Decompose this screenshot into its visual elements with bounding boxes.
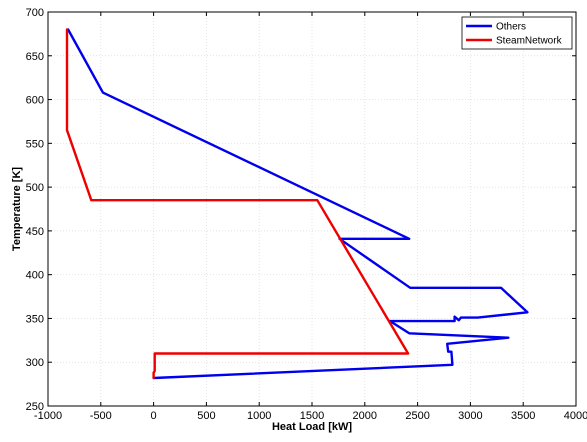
y-tick-label: 550 — [26, 138, 44, 150]
x-tick-label: 1000 — [247, 410, 271, 422]
y-tick-label: 400 — [26, 270, 44, 282]
x-tick-label: 0 — [151, 410, 157, 422]
series-line-others — [66, 28, 529, 380]
x-tick-label: 1500 — [300, 410, 324, 422]
y-tick-label: 650 — [26, 51, 44, 63]
x-tick-label: 4000 — [564, 410, 587, 422]
y-tick-label: 250 — [26, 401, 44, 413]
y-tick-label: 600 — [26, 95, 44, 107]
x-axis-label: Heat Load [kW] — [272, 421, 352, 433]
y-tick-label: 450 — [26, 226, 44, 238]
grid — [48, 12, 576, 406]
y-tick-label: 500 — [26, 182, 44, 194]
plot-frame — [47, 11, 577, 407]
x-tick-label: 3500 — [511, 410, 535, 422]
legend-label-steamnetwork: SteamNetwork — [496, 36, 563, 47]
x-tick-label: 2000 — [353, 410, 377, 422]
x-tick-label: 2500 — [405, 410, 429, 422]
y-tick-label: 300 — [26, 357, 44, 369]
series-line-steamnetwork — [65, 28, 410, 380]
y-axis-label: Temperature [K] — [11, 167, 23, 251]
ticks: -1000 -500 0 500 1000 1500 2000 2500 3000 3500 400… — [26, 7, 587, 422]
x-tick-label: -500 — [90, 410, 112, 422]
legend: Others SteamNetwork — [461, 16, 573, 50]
y-tick-label: 700 — [26, 7, 44, 19]
y-tick-label: 350 — [26, 313, 44, 325]
legend-label-others: Others — [496, 22, 526, 33]
x-tick-label: -1000 — [34, 410, 62, 422]
series-lines — [65, 28, 529, 380]
x-tick-label: 500 — [197, 410, 215, 422]
x-tick-label: 3000 — [458, 410, 482, 422]
legend-box — [461, 16, 573, 50]
